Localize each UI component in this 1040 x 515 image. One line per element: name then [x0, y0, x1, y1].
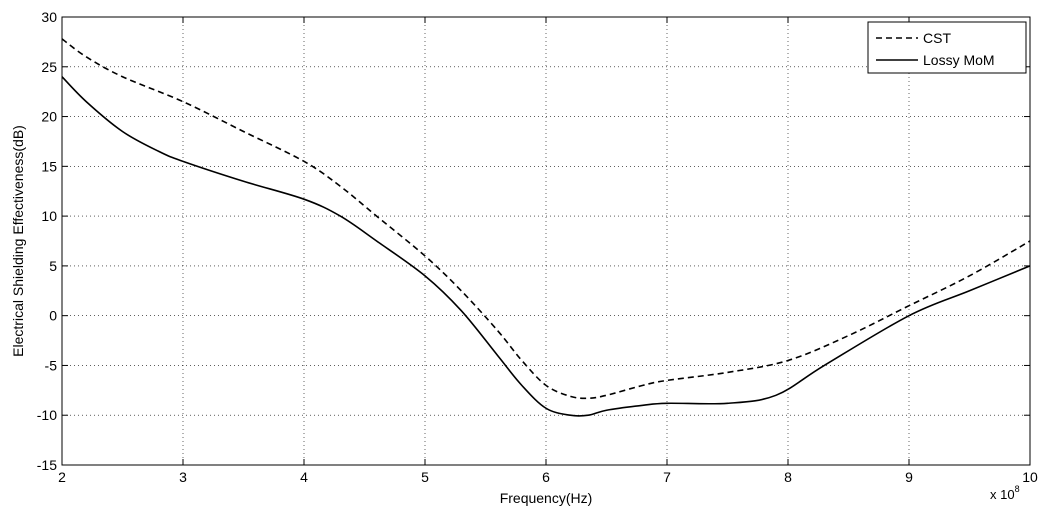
x-tick-label: 6: [542, 469, 550, 485]
y-tick-label: 30: [41, 9, 57, 25]
y-tick-label: 10: [41, 208, 57, 224]
x-tick-label: 9: [905, 469, 913, 485]
x-tick-label: 5: [421, 469, 429, 485]
axis-ticks: 2 3 4 5 6 7 8 9 10 -15 -10 -5 0 5 10 15 20 25 30: [37, 9, 1038, 485]
y-tick-label: 15: [41, 158, 57, 174]
x-tick-label: 8: [784, 469, 792, 485]
series-lines: [61, 38, 1031, 417]
grid-lines: [62, 17, 1030, 465]
legend-label-lossy-mom: Lossy MoM: [923, 52, 995, 68]
y-tick-label: 25: [41, 59, 57, 75]
y-tick-label: -5: [45, 357, 58, 373]
y-tick-label: 0: [49, 308, 57, 324]
x-tick-label: 7: [663, 469, 671, 485]
x-axis-multiplier: x 108: [990, 484, 1020, 502]
series-line-lossy-mom: [61, 76, 1031, 417]
x-axis-multiplier-exponent: 8: [1015, 484, 1020, 494]
y-axis-label: Electrical Shielding Effectiveness(dB): [10, 125, 26, 357]
legend-label-cst: CST: [923, 30, 951, 46]
y-tick-label: 5: [49, 258, 57, 274]
y-tick-label: 20: [41, 109, 57, 125]
series-line-cst: [61, 38, 1031, 400]
x-tick-label: 2: [58, 469, 66, 485]
x-tick-label: 4: [300, 469, 308, 485]
x-tick-label: 10: [1022, 469, 1038, 485]
x-axis-multiplier-base: x 10: [990, 487, 1015, 502]
y-tick-label: -10: [37, 407, 57, 423]
y-tick-label: -15: [37, 457, 57, 473]
legend: CST Lossy MoM: [867, 21, 1027, 74]
x-axis-label: Frequency(Hz): [500, 490, 593, 506]
x-tick-label: 3: [179, 469, 187, 485]
legend-box: [867, 21, 1027, 74]
